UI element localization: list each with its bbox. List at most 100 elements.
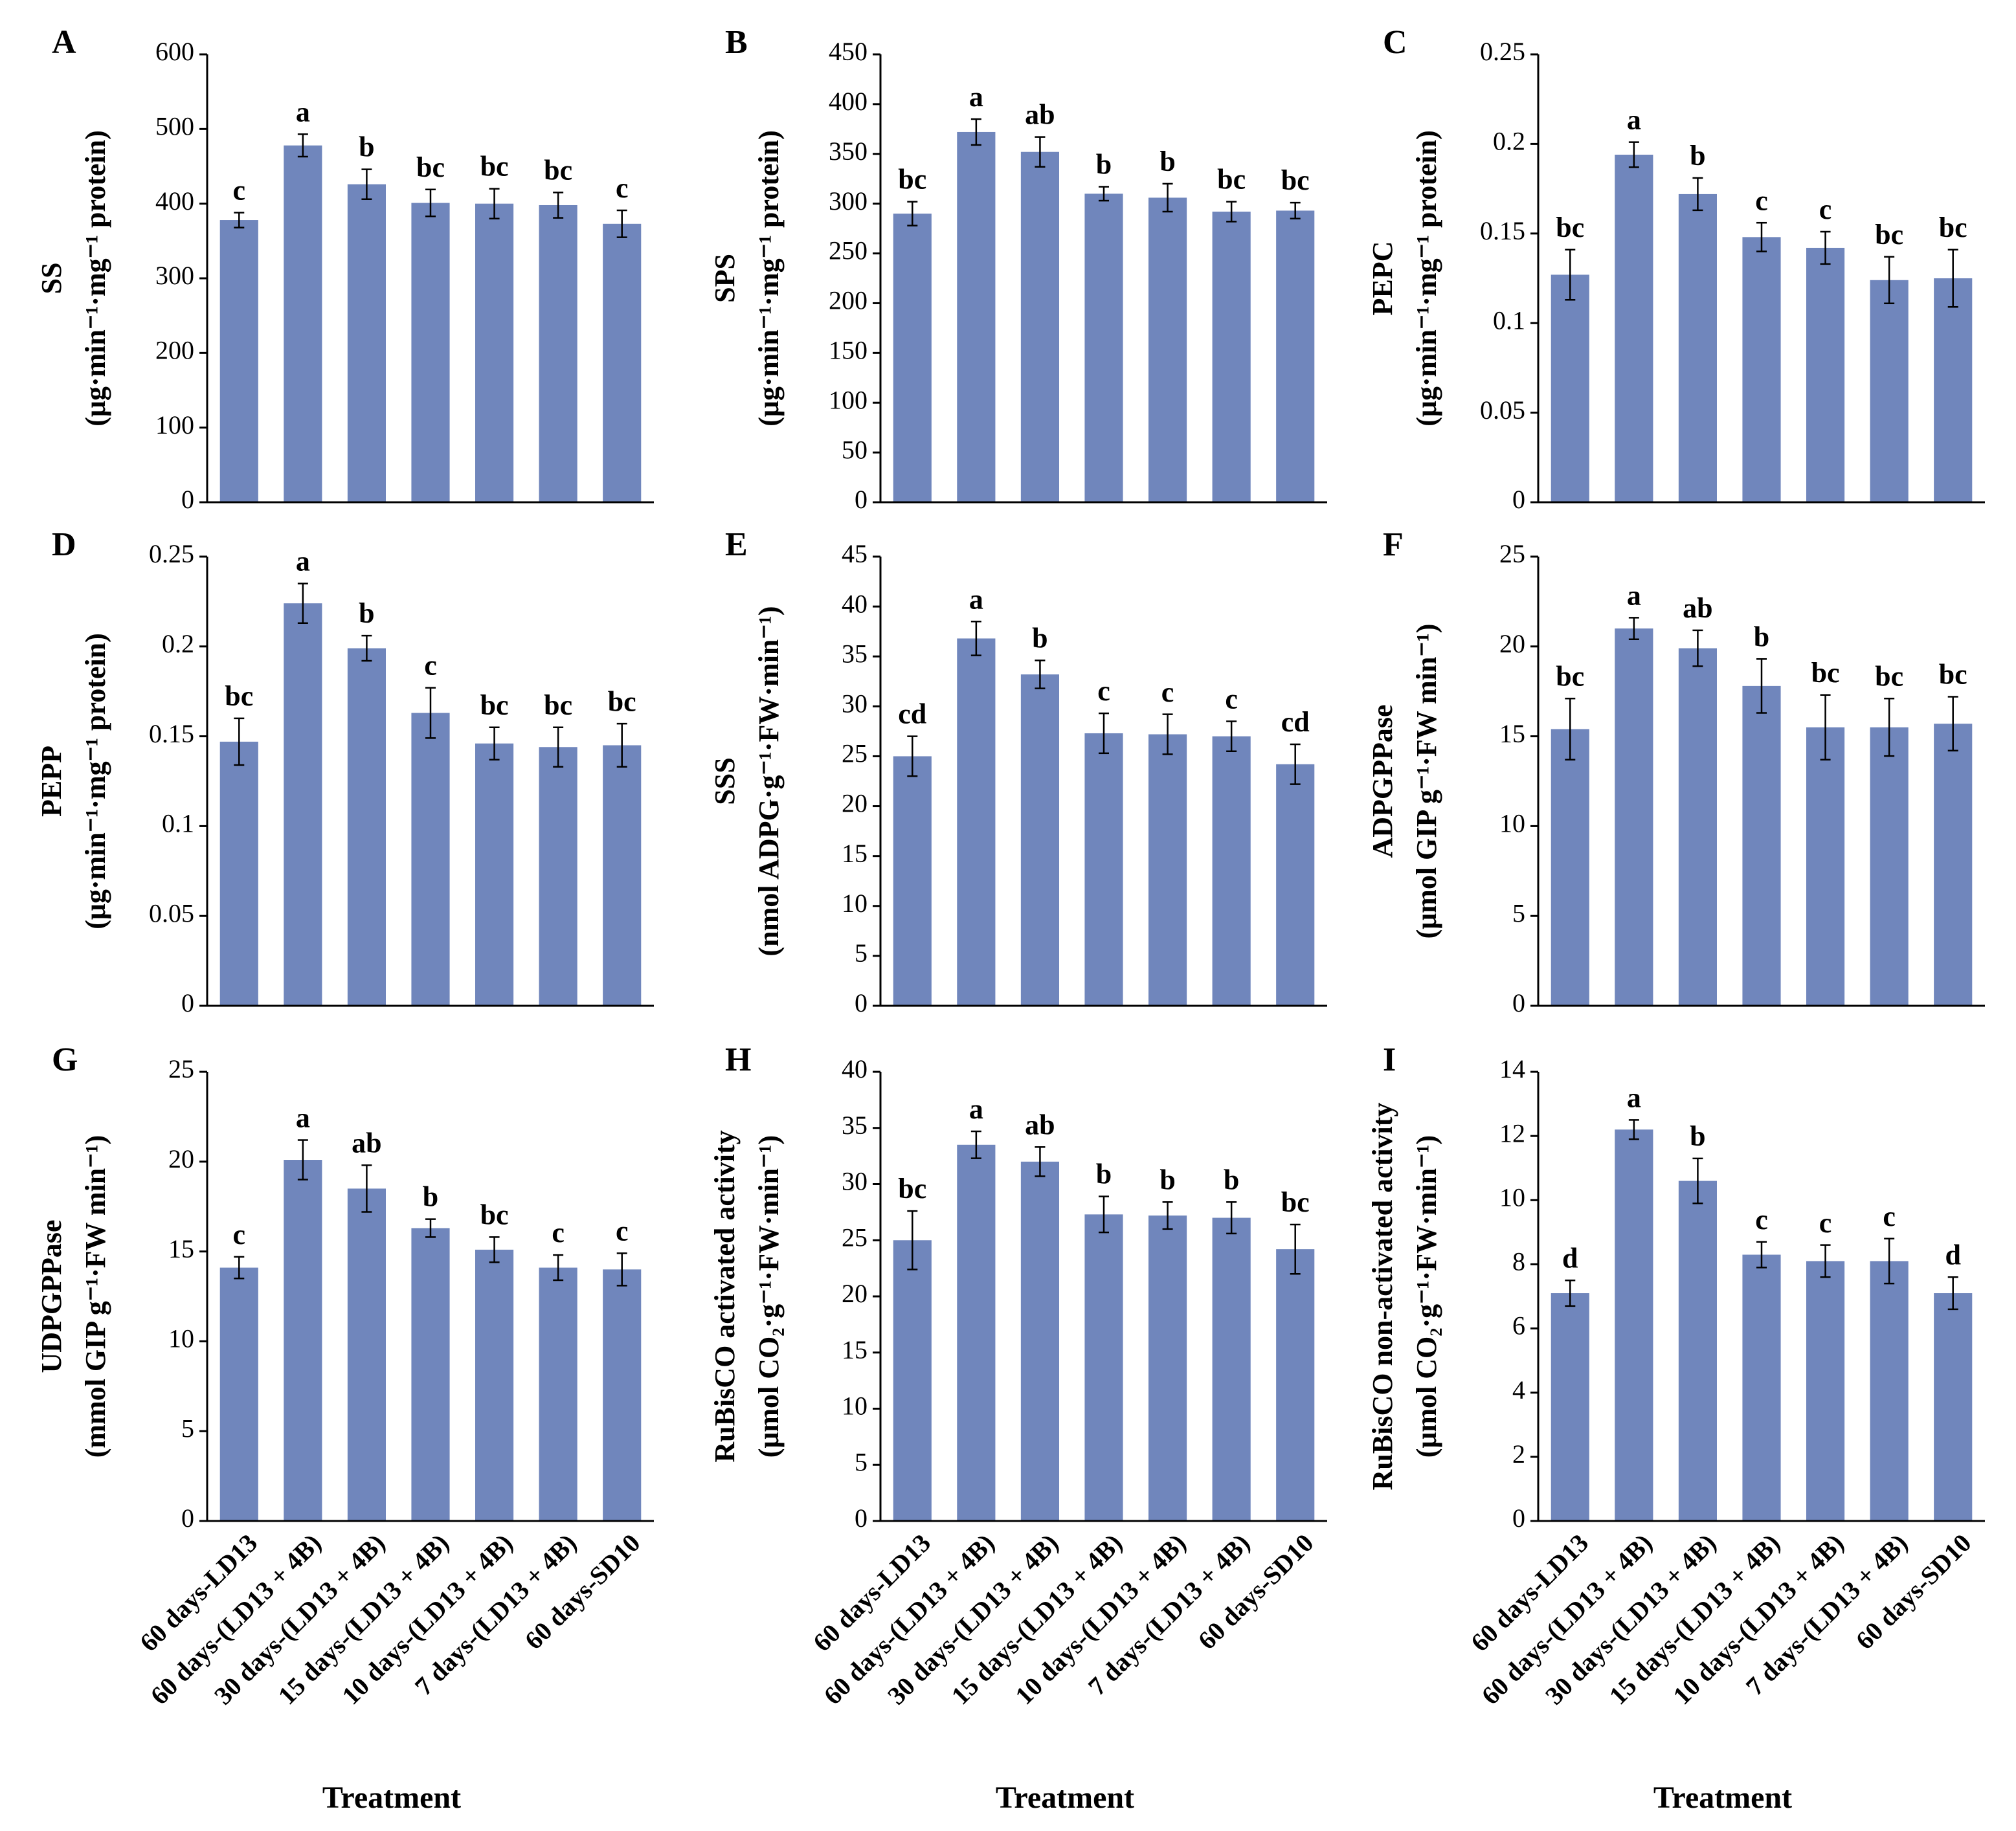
y-axis-title: (μg·min⁻¹·mg⁻¹ protein) [80,633,111,929]
y-axis-title: RuBisCO activated activity [709,1130,741,1462]
significance-letter: d [1562,1242,1578,1274]
bar [1870,727,1909,1006]
bar [893,1240,932,1521]
significance-letter: bc [1875,660,1903,692]
bar [347,648,386,1006]
bar [411,713,450,1006]
significance-letter: a [1627,579,1641,611]
significance-letter: c [616,1215,629,1247]
significance-letter: b [1096,149,1112,181]
significance-letter: bc [1281,164,1310,196]
y-tick-label: 0.1 [162,809,194,838]
y-axis-title: (mmol GIP g⁻¹·FW min⁻¹) [80,1135,111,1458]
y-tick-label: 2 [1512,1439,1525,1469]
bar [475,1249,514,1521]
bar [1742,685,1781,1006]
bar [284,1160,322,1521]
y-tick-label: 6 [1512,1311,1525,1340]
significance-letter: bc [608,685,636,717]
y-tick-label: 14 [1499,1054,1525,1083]
significance-letter: bc [416,151,445,183]
bar [1806,727,1845,1006]
bar [1020,151,1059,503]
y-tick-label: 600 [155,37,194,66]
y-tick-label: 300 [829,186,868,216]
significance-letter: bc [1556,660,1584,692]
y-tick-label: 0.1 [1493,305,1525,335]
bar [1678,1181,1717,1521]
bar [219,741,258,1006]
y-tick-label: 500 [155,112,194,141]
significance-letter: c [233,175,246,206]
bar [1806,1261,1845,1521]
y-axis-title: RuBisCO non-activated activity [1367,1103,1398,1491]
significance-letter: b [1032,622,1047,654]
y-tick-label: 400 [155,186,194,216]
bar [1020,674,1059,1006]
y-tick-label: 100 [155,410,194,439]
y-tick-label: 12 [1499,1118,1525,1148]
significance-letter: b [423,1181,438,1213]
y-axis-title: (μg·min⁻¹·mg⁻¹ protein) [80,130,111,427]
significance-letter: bc [1281,1186,1310,1218]
significance-letter: a [296,1102,310,1134]
significance-letter: ab [352,1127,381,1159]
bar [1934,724,1973,1006]
significance-letter: bc [480,1199,509,1230]
y-tick-label: 5 [1512,898,1525,927]
y-axis-title: SPS [709,254,741,303]
bar [1870,1261,1909,1521]
y-tick-label: 40 [842,589,868,618]
significance-letter: b [1754,621,1769,652]
bar [1615,1129,1653,1521]
bar [1276,764,1315,1006]
significance-letter: cd [1281,706,1310,738]
y-tick-label: 400 [829,87,868,116]
y-tick-label: 0.05 [1480,395,1525,425]
y-tick-label: 10 [1499,809,1525,838]
significance-letter: a [969,1093,983,1125]
bar [475,203,514,502]
panel-label: C [1383,24,1407,61]
x-axis-title: Treatment [996,1781,1134,1815]
y-tick-label: 8 [1512,1247,1525,1276]
bar [1806,247,1845,502]
significance-letter: bc [1939,212,1967,243]
y-tick-label: 5 [855,1447,868,1476]
y-tick-label: 25 [168,1054,194,1083]
y-tick-label: 0 [1512,988,1525,1017]
y-tick-label: 0.25 [1480,37,1525,66]
y-tick-label: 0.15 [1480,216,1525,245]
y-tick-label: 25 [842,1223,868,1252]
significance-letter: bc [544,689,572,721]
bar [1084,733,1123,1006]
significance-letter: b [359,131,374,163]
y-tick-label: 100 [829,385,868,414]
bar [1148,734,1187,1006]
significance-letter: c [1225,683,1238,715]
bar [1934,278,1973,502]
y-tick-label: 10 [842,1392,868,1421]
y-tick-label: 4 [1512,1375,1525,1404]
significance-letter: c [1097,675,1110,707]
bar [1148,1215,1187,1521]
bar [347,1188,386,1521]
significance-letter: cd [898,698,926,730]
panel-label: B [725,24,748,61]
bar [475,743,514,1006]
x-axis-title: Treatment [322,1781,461,1815]
significance-letter: bc [544,154,572,186]
y-tick-label: 20 [168,1144,194,1173]
bar [1084,194,1123,502]
y-tick-label: 0 [855,988,868,1017]
significance-letter: bc [1939,659,1967,691]
significance-letter: a [1627,104,1641,136]
significance-letter: bc [1556,212,1584,243]
y-tick-label: 5 [181,1414,194,1443]
x-axis-title: Treatment [1653,1781,1792,1815]
significance-letter: b [1159,1164,1175,1195]
significance-letter: ab [1025,99,1055,131]
bar [1870,280,1909,502]
significance-letter: c [1755,184,1768,216]
bar [1084,1214,1123,1521]
